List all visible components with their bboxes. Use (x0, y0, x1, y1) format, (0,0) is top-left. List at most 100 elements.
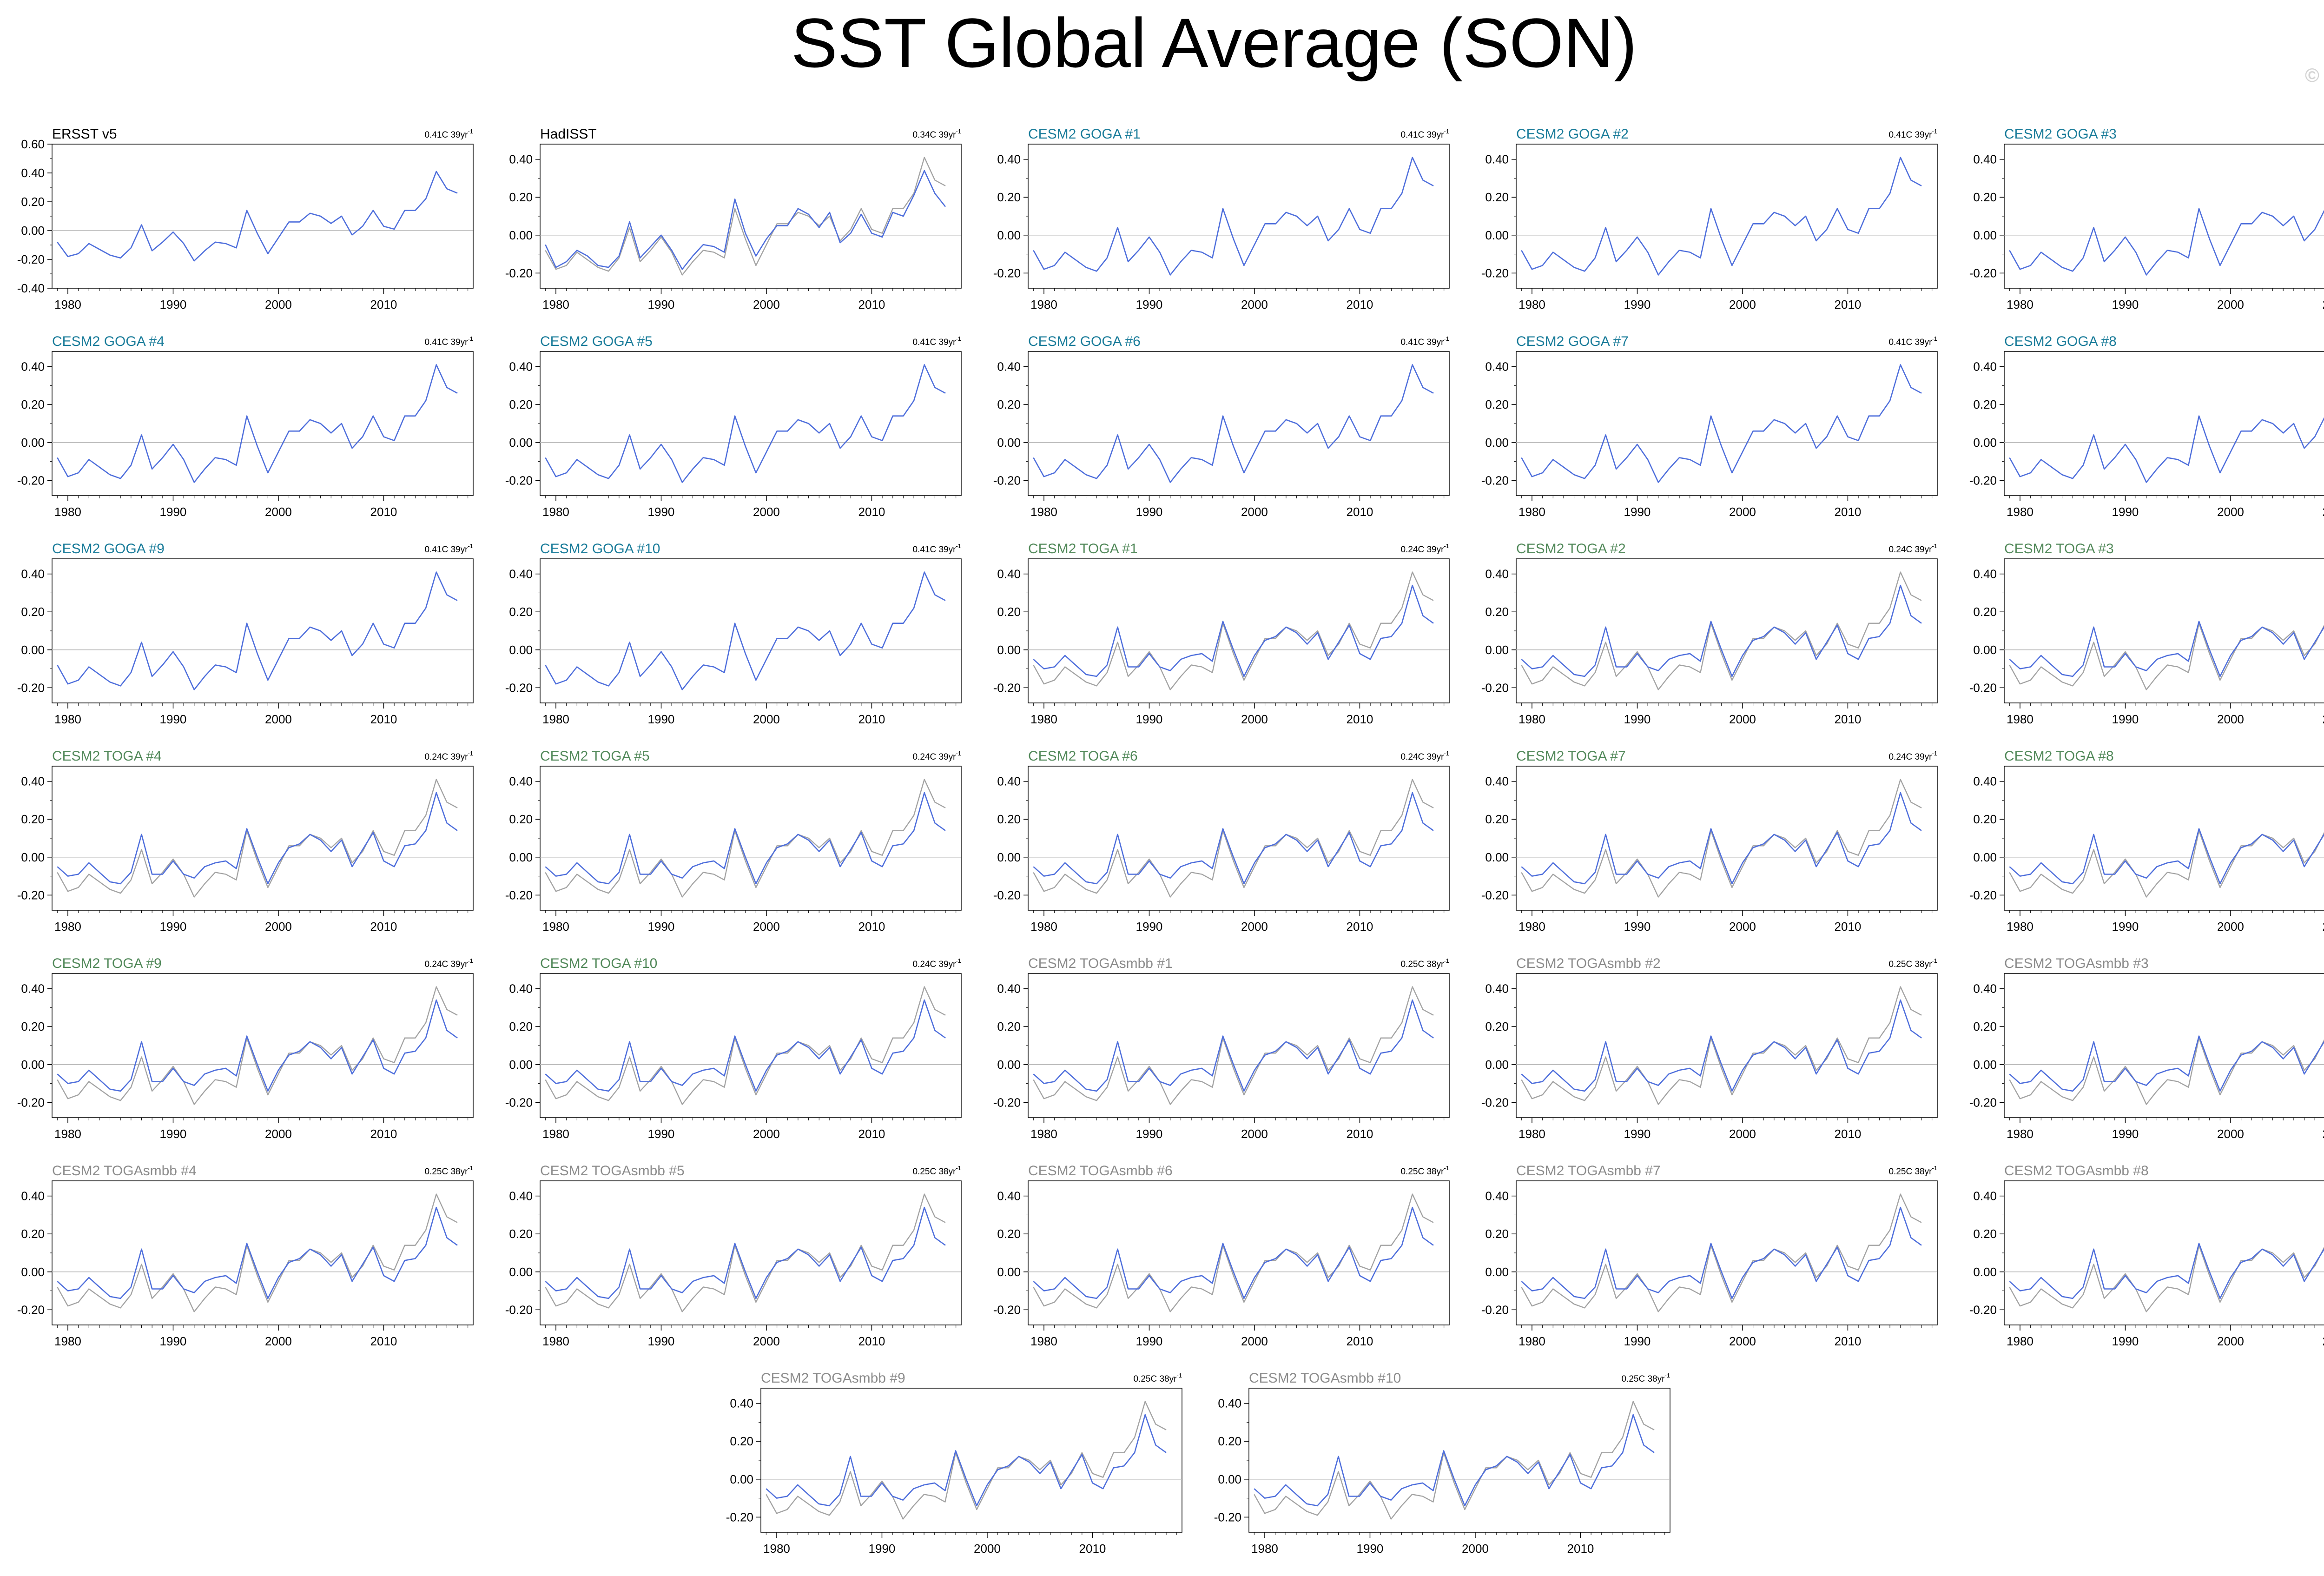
x-tick-label: 1990 (160, 1334, 187, 1348)
x-tick-label: 1990 (1136, 712, 1163, 726)
panel: CESM2 TOGAsmbb #9 0.25C 38yr-1 0.40 0.20 0.0… (723, 1355, 1211, 1559)
trend-label: 0.25C 38yr-1 (912, 1165, 961, 1177)
series-line (545, 792, 946, 885)
series-line (1033, 157, 1434, 276)
panel-plot: CESM2 TOGA #30.24C 39yr-10.400.200.00-0.… (1969, 541, 2324, 726)
y-tick-label: -0.20 (505, 1303, 533, 1317)
y-tick-label: 0.20 (509, 605, 533, 619)
panel-plot: CESM2 TOGAsmbb #6 0.25C 38yr-1 0.40 0.20 0.0… (993, 1163, 1450, 1348)
x-tick-label: 2000 (753, 505, 780, 519)
panel-title: CESM2 TOGA #10 (540, 956, 657, 971)
y-tick-label: 0.00 (1485, 436, 1509, 450)
x-tick-label: 1980 (1030, 298, 1057, 311)
x-tick-label: 2000 (2217, 505, 2244, 519)
x-tick-label: 2000 (1729, 505, 1756, 519)
y-tick-label: 0.20 (730, 1434, 753, 1448)
y-tick-label: 0.40 (509, 360, 533, 374)
x-tick-label: 1990 (648, 712, 675, 726)
panel-plot: CESM2 TOGA #5 0.24C 39yr-1 0.40 0.20 0.00 -0.… (505, 748, 962, 934)
x-tick-label: 1990 (869, 1542, 896, 1556)
panel: CESM2 TOGA #7 0.24C 39yr-1 0.40 0.20 0.00 -0.… (1478, 733, 1966, 937)
y-tick-label: 0.00 (1218, 1472, 1241, 1486)
x-tick-label: 1990 (1624, 920, 1651, 934)
x-tick-label: 2010 (2323, 505, 2324, 519)
y-tick-label: 0.00 (509, 1265, 533, 1279)
plot-frame (540, 973, 962, 1118)
y-tick-label: 0.40 (1973, 152, 1997, 166)
y-tick-label: 0.40 (730, 1397, 753, 1410)
panel: CESM2 TOGAsmbb #1 0.25C 38yr-1 0.40 0.20 0.0… (990, 940, 1478, 1145)
y-tick-label: -0.20 (1481, 473, 1509, 487)
trend-label: 0.34C 39yr-1 (912, 128, 961, 140)
y-tick-label: 0.20 (1485, 1227, 1509, 1241)
panel: CESM2 GOGA #1 0.41C 39yr-1 0.40 0.20 0.00 -0.… (990, 111, 1478, 315)
trend-label: 0.25C 38yr-1 (1888, 957, 1937, 969)
panel-title: CESM2 TOGA #3 (2004, 541, 2114, 556)
y-tick-label: 0.00 (1973, 228, 1997, 242)
x-tick-label: 1990 (160, 712, 187, 726)
y-tick-label: 0.00 (509, 436, 533, 450)
panel-title: CESM2 TOGAsmbb #9 (761, 1371, 905, 1386)
x-tick-label: 2010 (370, 505, 397, 519)
panel-plot: CESM2 GOGA #6 0.41C 39yr-1 0.40 0.20 0.00 -0.… (993, 334, 1450, 519)
trend-label: 0.41C 39yr-1 (424, 335, 473, 347)
comparison-series-line (1521, 986, 1922, 1105)
panel-title: CESM2 TOGAsmbb #7 (1516, 1163, 1661, 1179)
x-tick-label: 1980 (54, 505, 81, 519)
x-tick-label: 2010 (1835, 298, 1862, 311)
x-tick-label: 1980 (2007, 505, 2034, 519)
series-line (57, 571, 458, 690)
series-line (2009, 828, 2324, 885)
x-tick-label: 1980 (54, 920, 81, 934)
panel-title: CESM2 GOGA #10 (540, 541, 660, 556)
plot-frame (540, 558, 962, 703)
trend-label: 0.25C 38yr-1 (424, 1165, 473, 1177)
y-tick-label: 0.40 (1973, 360, 1997, 374)
plot-frame (1516, 1180, 1938, 1325)
y-tick-label: 0.40 (1218, 1397, 1241, 1410)
series-line (1521, 792, 1922, 885)
x-tick-label: 1990 (1624, 1334, 1651, 1348)
x-tick-label: 2010 (370, 920, 397, 934)
comparison-series-line (545, 157, 946, 276)
y-tick-label: 0.20 (21, 605, 45, 619)
series-line (545, 364, 946, 483)
y-tick-label: -0.20 (17, 1303, 45, 1317)
x-tick-label: 1990 (2112, 1127, 2139, 1141)
y-tick-label: -0.20 (17, 681, 45, 695)
trend-label: 0.25C 38yr-1 (1888, 1165, 1937, 1177)
x-tick-label: 2000 (1241, 298, 1268, 311)
y-tick-label: 0.00 (997, 643, 1021, 657)
y-tick-label: 0.20 (1973, 605, 1997, 619)
x-tick-label: 2000 (1729, 298, 1756, 311)
plot-frame (2004, 144, 2324, 289)
x-tick-label: 1990 (1624, 1127, 1651, 1141)
panel-title: CESM2 TOGA #1 (1028, 541, 1138, 556)
y-tick-label: 0.00 (997, 1265, 1021, 1279)
y-tick-label: 0.20 (509, 1227, 533, 1241)
y-tick-label: 0.20 (1973, 397, 1997, 411)
series-line (1254, 1414, 1655, 1507)
panel: CESM2 TOGA #5 0.24C 39yr-1 0.40 0.20 0.00 -0.… (502, 733, 990, 937)
y-tick-label: 0.00 (730, 1472, 753, 1486)
trend-label: 0.25C 38yr-1 (1400, 1165, 1449, 1177)
y-tick-label: 0.00 (509, 228, 533, 242)
plot-frame (2004, 351, 2324, 496)
panel-title: CESM2 TOGAsmbb #4 (52, 1163, 197, 1179)
y-tick-label: 0.40 (997, 152, 1021, 166)
series-line (1033, 1206, 1434, 1299)
y-tick-label: -0.20 (17, 888, 45, 902)
y-tick-label: 0.20 (21, 195, 45, 209)
series-line (1521, 584, 1922, 677)
panel: CESM2 TOGA #4 0.24C 39yr-1 0.40 0.20 0.00 -0.… (14, 733, 502, 937)
x-tick-label: 1980 (542, 920, 569, 934)
y-tick-label: -0.20 (1969, 1303, 1997, 1317)
x-tick-label: 2010 (1835, 1334, 1862, 1348)
comparison-series-line (57, 779, 458, 898)
series-line (1033, 792, 1434, 885)
series-line (2009, 1035, 2324, 1092)
y-tick-label: -0.20 (1481, 888, 1509, 902)
panel-plot: CESM2 TOGA #2 0.24C 39yr-1 0.40 0.20 0.00 -0.… (1481, 541, 1938, 726)
x-tick-label: 2000 (2217, 1127, 2244, 1141)
plot-frame (1516, 766, 1938, 911)
